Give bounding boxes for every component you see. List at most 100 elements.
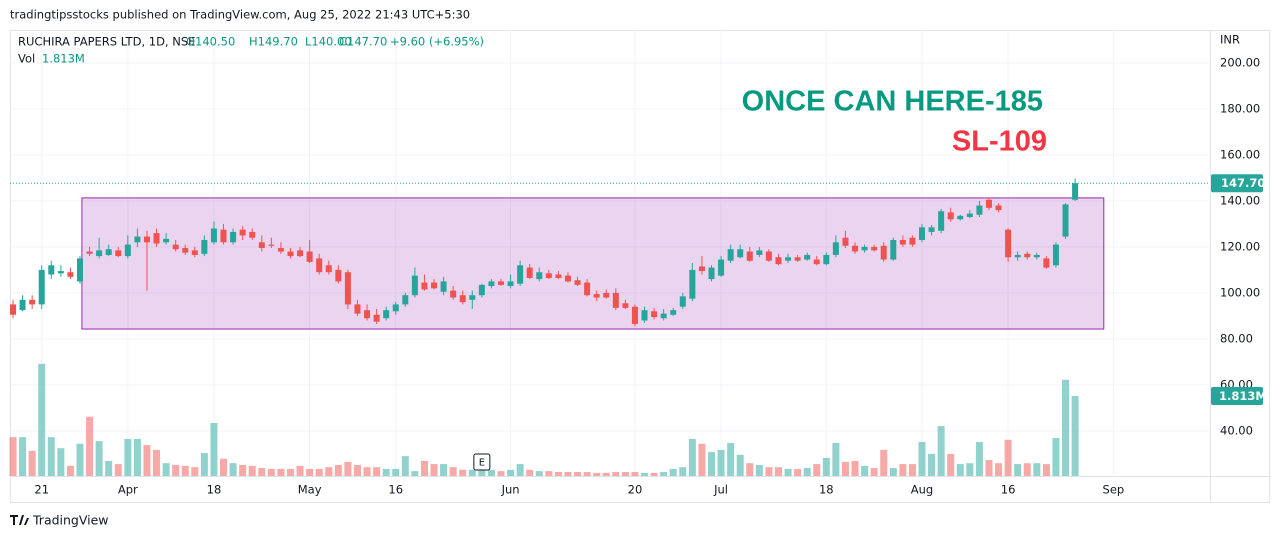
volume-bar [411,471,419,476]
candle-body [373,314,380,322]
candle-body [957,215,964,220]
candle-body [507,281,514,287]
volume-bar [344,461,352,476]
volume-bar [583,472,591,476]
candle-body [641,310,648,321]
candle-body [938,211,945,231]
candle-body [469,295,476,300]
volume-bar [947,453,955,476]
y-tick-label: 160.00 [1220,147,1260,161]
x-tick-label: Sep [1103,483,1125,497]
candle-body [115,250,122,257]
candle-body [890,240,897,260]
candle-body [622,303,629,308]
candle-body [96,250,103,257]
candle-body [804,254,811,260]
volume-bar [76,443,84,476]
volume-bar [574,472,582,476]
volume-bar [985,460,993,476]
candle-body [239,229,246,236]
candle-body [737,249,744,258]
candle-body [182,248,189,253]
candle-body [1052,244,1059,266]
candle-body [651,311,658,318]
legend-volume: 1.813M [42,52,85,66]
volume-bar [210,423,218,476]
legend-low: L140.00 [305,35,352,49]
x-tick-label: Jun [501,483,520,497]
candle-body [526,267,533,278]
candle-body [29,299,36,305]
volume-bar [440,464,448,476]
volume-bar [1014,464,1022,476]
volume-bar [727,442,735,476]
candle-body [1024,253,1031,258]
volume-bar [286,468,294,476]
volume-bar [928,453,936,476]
volume-bar [334,464,342,476]
candle-body [899,240,906,245]
publish-info: tradingtipsstocks published on TradingVi… [10,8,470,22]
candle-body [421,282,428,290]
currency: INR [1220,33,1240,47]
volume-bar [19,437,27,476]
volume-bar [631,472,639,476]
candle-body [976,205,983,215]
legend-change: +9.60 (+6.95%) [390,35,484,49]
candle-body [392,304,399,312]
candle-body [842,237,849,246]
y-tick-label: 140.00 [1220,193,1260,207]
candle-body [354,304,361,314]
volume-bar [9,437,17,476]
event-label: E [479,458,485,469]
volume-bar [133,438,141,476]
volume-bar [507,469,515,476]
x-tick-label: Apr [118,483,138,497]
volume-bar [105,460,113,476]
candle-body [488,281,495,287]
candle-body [10,304,17,315]
volume-bar [1052,438,1060,476]
x-tick-label: Aug [911,483,933,497]
volume-bar [57,448,65,476]
candle-body [880,245,887,260]
candle-body [163,238,170,243]
volume-bar [832,442,840,476]
candle-body [459,295,466,303]
y-tick-label: 120.00 [1220,239,1260,253]
volume-bar [296,465,304,476]
candle-body [679,296,686,307]
volume-bar [717,449,725,476]
y-tick-label: 200.00 [1220,55,1260,69]
volume-bar [401,456,409,476]
logo-icon [10,515,29,525]
volume-bar [95,441,103,476]
candle-body [555,274,562,278]
range-box [81,197,1105,330]
volume-bar [975,441,983,476]
volume-bar [660,472,668,476]
legend-open: O140.50 [186,35,235,49]
last-volume-label: 1.813M [1219,389,1267,403]
candle-body [76,258,83,282]
volume-bar [612,472,620,476]
volume-bar [841,461,849,476]
candle-body [364,310,371,319]
volume-bar [679,467,687,476]
volume-bar [621,472,629,476]
candle-body [593,294,600,298]
candle-body [947,212,954,220]
candle-body [1005,229,1012,258]
volume-bar [306,468,314,476]
candle-body [603,292,610,298]
volume-bar [191,467,199,476]
volume-bar [124,438,132,476]
y-tick-label: 100.00 [1220,285,1260,299]
volume-bar [239,464,247,476]
candle-body [297,250,304,257]
legend-volume-name: Vol [18,52,35,66]
candle-body [536,272,543,280]
volume-bar [114,464,122,476]
volume-bar [822,457,830,476]
volume-bar [1033,463,1041,476]
